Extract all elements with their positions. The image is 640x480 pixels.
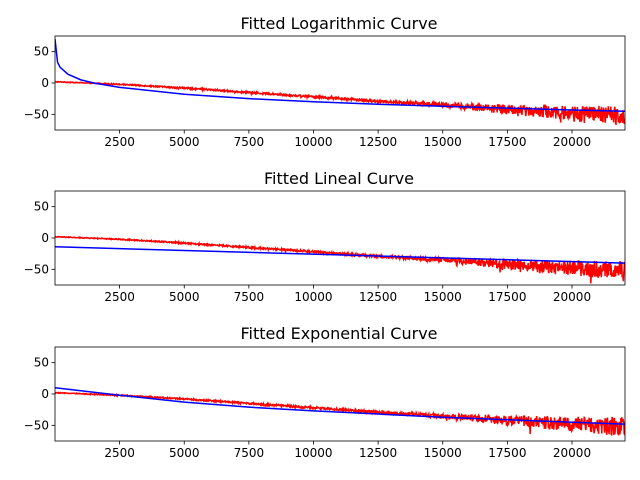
x-tick-label: 7500 bbox=[234, 446, 265, 460]
y-tick-label: 50 bbox=[34, 45, 49, 59]
x-tick-label: 2500 bbox=[104, 135, 135, 149]
y-tick-label: −50 bbox=[24, 418, 49, 432]
x-tick-label: 12500 bbox=[359, 135, 397, 149]
y-tick-label: 50 bbox=[34, 200, 49, 214]
observed-data-line bbox=[55, 391, 625, 437]
subplot-title: Fitted Lineal Curve bbox=[264, 169, 414, 188]
subplot-title: Fitted Exponential Curve bbox=[240, 324, 437, 343]
x-tick-label: 20000 bbox=[553, 446, 591, 460]
x-tick-label: 17500 bbox=[488, 135, 526, 149]
y-tick-label: −50 bbox=[24, 262, 49, 276]
x-tick-label: 20000 bbox=[553, 135, 591, 149]
x-tick-label: 10000 bbox=[294, 290, 332, 304]
x-tick-label: 15000 bbox=[424, 446, 462, 460]
fitted-curve-line bbox=[55, 386, 625, 425]
series-group bbox=[55, 386, 625, 437]
x-tick-label: 10000 bbox=[294, 446, 332, 460]
series-group bbox=[55, 39, 625, 126]
plot-area: 2500 5000 7500 10000 12500 15000 17500 20000 50 0… bbox=[24, 190, 626, 304]
x-tick-label: 7500 bbox=[234, 135, 265, 149]
x-tick-label: 10000 bbox=[294, 135, 332, 149]
x-tick-label: 17500 bbox=[488, 446, 526, 460]
plot-area: 2500 5000 7500 10000 12500 15000 17500 20000 50 0… bbox=[24, 346, 626, 460]
plot-area: 2500 5000 7500 10000 12500 15000 17500 20000 50 0… bbox=[24, 35, 626, 149]
x-tick-label: 5000 bbox=[169, 290, 200, 304]
series-group bbox=[55, 235, 625, 284]
subplot-logarithmic: Fitted Logarithmic Curve 2500 5000 7500 100… bbox=[24, 14, 626, 149]
x-tick-label: 15000 bbox=[424, 135, 462, 149]
fitted-curve-line bbox=[55, 246, 625, 264]
x-tick-label: 2500 bbox=[104, 290, 135, 304]
x-tick-label: 2500 bbox=[104, 446, 135, 460]
y-tick-label: 0 bbox=[41, 231, 49, 245]
y-tick-label: 50 bbox=[34, 356, 49, 370]
x-tick-label: 15000 bbox=[424, 290, 462, 304]
subplot-title: Fitted Logarithmic Curve bbox=[240, 14, 437, 33]
fitted-curve-line bbox=[55, 39, 625, 112]
x-tick-label: 12500 bbox=[359, 446, 397, 460]
observed-data-line bbox=[55, 80, 625, 126]
y-tick-label: −50 bbox=[24, 107, 49, 121]
x-tick-label: 12500 bbox=[359, 290, 397, 304]
observed-data-line bbox=[55, 235, 625, 284]
x-tick-label: 17500 bbox=[488, 290, 526, 304]
y-tick-label: 0 bbox=[41, 387, 49, 401]
x-tick-label: 5000 bbox=[169, 446, 200, 460]
x-tick-label: 7500 bbox=[234, 290, 265, 304]
subplot-exponential: Fitted Exponential Curve 2500 5000 7500 100… bbox=[24, 324, 626, 460]
x-tick-label: 5000 bbox=[169, 135, 200, 149]
y-tick-label: 0 bbox=[41, 76, 49, 90]
subplot-lineal: Fitted Lineal Curve 2500 5000 7500 10000 125… bbox=[24, 169, 626, 304]
x-tick-label: 20000 bbox=[553, 290, 591, 304]
